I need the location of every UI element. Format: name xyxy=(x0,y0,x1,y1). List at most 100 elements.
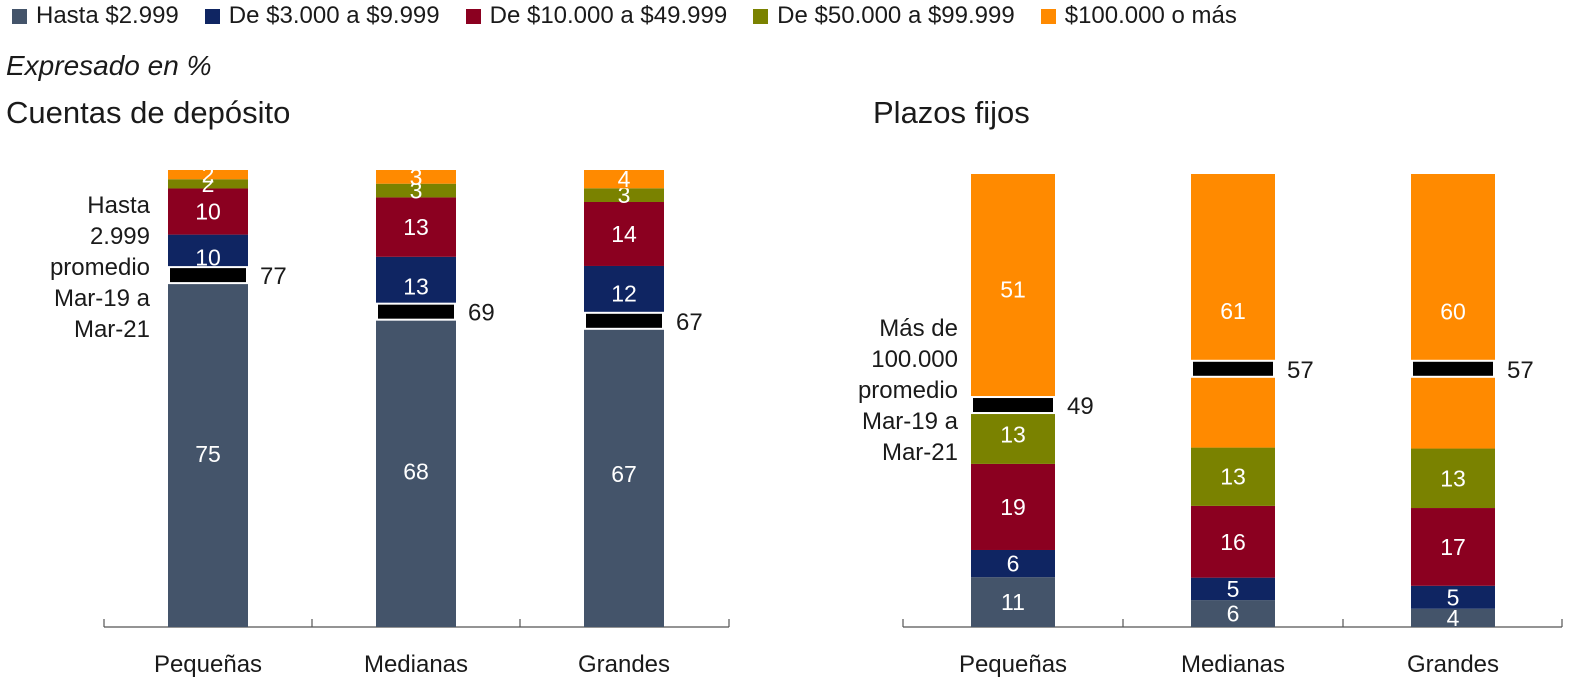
chart-subtitle: Expresado en % xyxy=(6,50,212,81)
average-marker xyxy=(1191,359,1275,378)
average-marker-value: 67 xyxy=(676,309,703,336)
average-annotation-line: Mar-21 xyxy=(74,316,150,343)
bar-segment xyxy=(1191,505,1275,578)
bar-segment xyxy=(584,201,664,266)
legend-label: Hasta $2.999 xyxy=(36,2,179,29)
data-label: 14 xyxy=(611,221,637,247)
data-label: 4 xyxy=(618,166,631,192)
legend-item: De $10.000 a $49.999 xyxy=(465,2,728,30)
legend-swatch xyxy=(12,8,27,24)
bar-segment xyxy=(168,179,248,189)
bar-segment xyxy=(1411,508,1495,586)
average-annotation: Más de 100.000 promedio Mar-19 a Mar-21 xyxy=(858,315,959,466)
data-label: 13 xyxy=(1440,465,1466,491)
legend-label: De $50.000 a $99.999 xyxy=(777,2,1015,29)
data-label: 17 xyxy=(1440,534,1466,560)
average-annotation-line: 2.999 xyxy=(90,223,150,250)
data-label: 51 xyxy=(1000,277,1026,303)
bar-segment xyxy=(168,280,248,627)
bar-segment xyxy=(1411,448,1495,509)
data-label: 61 xyxy=(1220,298,1246,324)
data-label: 3 xyxy=(618,182,631,208)
bar-segment xyxy=(1191,174,1275,448)
legend-item: $100.000 o más xyxy=(1040,2,1237,30)
average-marker xyxy=(376,302,456,321)
bar-segment xyxy=(584,320,664,627)
bar-segment xyxy=(376,183,456,198)
data-label: 6 xyxy=(1227,601,1240,627)
data-label: 5 xyxy=(1447,584,1460,610)
bar-segment xyxy=(376,170,456,184)
category-label: Grandes xyxy=(1407,651,1499,678)
bar-segment xyxy=(376,197,456,257)
data-label: 5 xyxy=(1227,576,1240,602)
bar-segment xyxy=(1411,585,1495,609)
data-label: 3 xyxy=(410,164,423,190)
bar-segment xyxy=(1191,447,1275,506)
data-label: 13 xyxy=(1000,421,1026,447)
data-label: 19 xyxy=(1000,494,1026,520)
bar-segment xyxy=(168,170,248,180)
legend-item: De $50.000 a $99.999 xyxy=(753,2,1015,30)
average-annotation-line: promedio xyxy=(858,377,958,404)
legend-swatch xyxy=(465,8,481,24)
panel-title-plazos: Plazos fijos xyxy=(873,95,1030,130)
data-label: 10 xyxy=(195,199,221,225)
data-label: 67 xyxy=(611,461,637,487)
data-label: 6 xyxy=(1007,551,1020,577)
category-label: Medianas xyxy=(1181,651,1285,678)
data-label: 11 xyxy=(1001,589,1025,615)
average-annotation-line: promedio xyxy=(50,254,150,281)
legend-item: De $3.000 a $9.999 xyxy=(204,2,440,30)
average-marker-value: 77 xyxy=(260,263,287,290)
average-annotation-line: Mar-19 a xyxy=(54,285,151,312)
average-annotation-line: 100.000 xyxy=(871,346,958,373)
legend-label: $100.000 o más xyxy=(1064,2,1237,29)
category-label: Pequeñas xyxy=(154,651,262,678)
average-marker-value: 57 xyxy=(1287,357,1314,384)
average-marker-value: 69 xyxy=(468,300,495,327)
average-marker xyxy=(1411,359,1495,378)
average-annotation-line: Mar-19 a xyxy=(862,408,959,435)
bar-segment xyxy=(584,170,664,189)
legend-item: Hasta $2.999 xyxy=(12,2,179,30)
bar-segment xyxy=(376,316,456,627)
panel-title-cuentas: Cuentas de depósito xyxy=(6,95,291,130)
data-label: 75 xyxy=(195,441,221,467)
category-label: Medianas xyxy=(364,651,468,678)
legend: Hasta $2.999 De $3.000 a $9.999 De $10.000… xyxy=(12,2,1263,30)
legend-label: De $10.000 a $49.999 xyxy=(489,2,728,29)
data-label: 12 xyxy=(611,280,637,306)
bar-segment xyxy=(1191,577,1275,601)
data-label: 4 xyxy=(1447,605,1460,631)
data-label: 3 xyxy=(410,178,423,204)
average-marker xyxy=(971,396,1055,415)
average-marker xyxy=(584,311,664,330)
data-label: 2 xyxy=(202,162,215,188)
data-label: 13 xyxy=(403,214,429,240)
average-marker-value: 49 xyxy=(1067,393,1094,420)
average-annotation-line: Más de xyxy=(879,315,958,342)
data-label: 16 xyxy=(1220,529,1246,555)
average-annotation-line: Hasta xyxy=(87,192,150,219)
bar-segment xyxy=(971,463,1055,550)
bar-segment xyxy=(168,188,248,235)
category-label: Pequeñas xyxy=(959,651,1067,678)
bar-segment xyxy=(1411,608,1495,627)
average-marker xyxy=(168,266,248,285)
legend-swatch xyxy=(204,8,220,24)
bar-segment xyxy=(1191,600,1275,627)
data-label: 13 xyxy=(403,274,429,300)
data-label: 68 xyxy=(403,459,429,485)
average-annotation: Hasta 2.999 promedio Mar-19 a Mar-21 xyxy=(50,192,151,343)
bar-segment xyxy=(971,405,1055,464)
bar-segment xyxy=(971,577,1055,627)
bar-segment xyxy=(971,174,1055,406)
average-annotation-line: Mar-21 xyxy=(882,439,958,466)
bar-segment xyxy=(1411,174,1495,449)
bar-segment xyxy=(584,265,664,321)
average-marker-value: 57 xyxy=(1507,357,1534,384)
bar-segment xyxy=(971,549,1055,578)
data-label: 13 xyxy=(1220,464,1246,490)
